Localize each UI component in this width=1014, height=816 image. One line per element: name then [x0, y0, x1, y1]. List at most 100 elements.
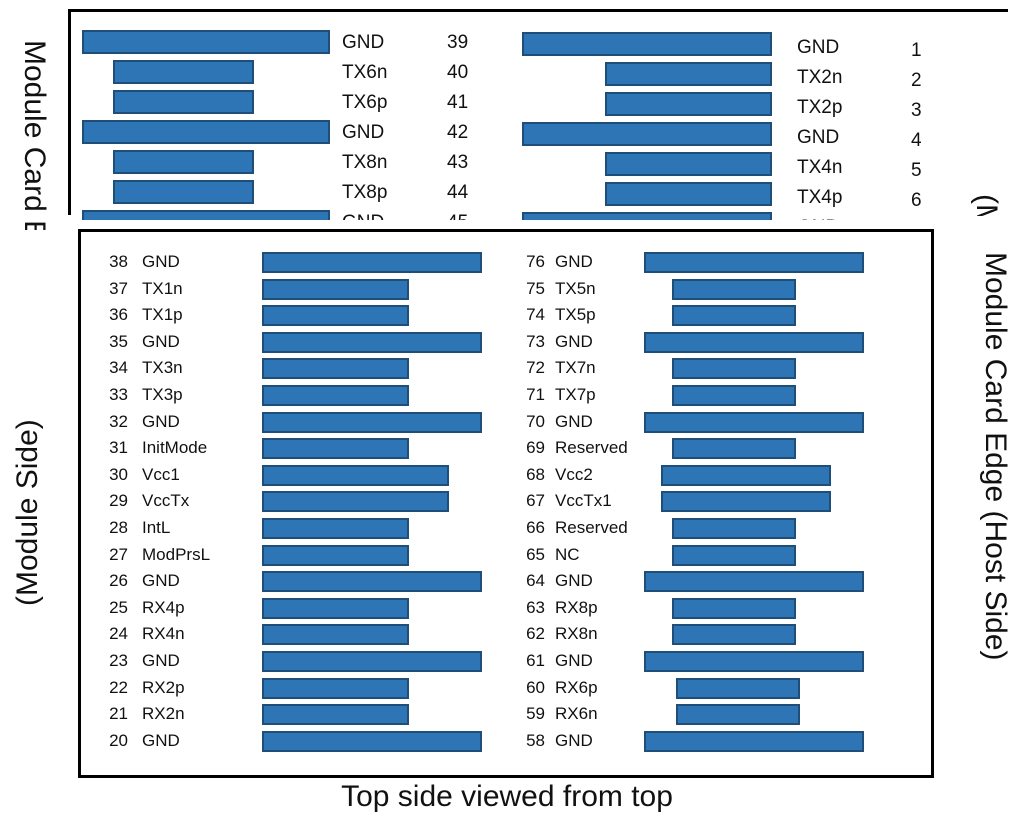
pad [262, 252, 482, 273]
pin-number-label: 75 [526, 278, 545, 298]
pad [676, 677, 800, 699]
pin-signal-label: GND [797, 217, 839, 220]
pin-signal-label: RX8p [555, 597, 598, 617]
back-card-right-title: (Module Side) [966, 194, 1006, 216]
pad [644, 730, 864, 752]
pin-number-label: 61 [526, 651, 545, 670]
pin-signal-label: GND [342, 32, 385, 53]
pin-signal-label: RX4n [142, 624, 185, 644]
pad [522, 212, 772, 220]
pin-signal-label: Reserved [555, 518, 628, 537]
pin-number-label: 62 [526, 624, 545, 644]
pad [522, 122, 772, 146]
pin-signal-label: GND [797, 127, 840, 148]
pin-number-label: 41 [447, 92, 469, 113]
pad [522, 32, 772, 56]
pad [661, 491, 831, 513]
pin-number-label: 67 [526, 491, 545, 511]
pin-number-label: 36 [109, 305, 128, 325]
pin-signal-label: VccTx [142, 491, 190, 511]
pad [113, 60, 254, 84]
pin-signal-label: GND [142, 252, 180, 271]
pin-signal-label: RX2n [142, 704, 185, 724]
pad [262, 331, 482, 353]
pad [605, 92, 772, 116]
pin-number-label: 6 [911, 190, 922, 211]
pad [262, 385, 409, 406]
pad [82, 120, 330, 144]
pad [644, 411, 864, 433]
pad [82, 30, 330, 54]
pad [262, 491, 449, 513]
pin-number-label: 58 [526, 730, 545, 750]
pin-signal-label: GND [555, 651, 593, 670]
pad [262, 597, 409, 619]
pin-signal-label: GND [555, 411, 593, 431]
pad [262, 464, 449, 486]
pin-number-label: 63 [526, 597, 545, 617]
pad [82, 210, 330, 220]
pad [262, 358, 409, 380]
pad [262, 278, 409, 300]
pin-number-label: 37 [109, 278, 128, 298]
pin-signal-label: TX1p [142, 305, 183, 325]
pin-number-label: 72 [526, 358, 545, 378]
pin-number-label: 44 [447, 182, 469, 203]
pin-number-label: 42 [447, 122, 469, 143]
pin-number-label: 27 [109, 544, 128, 564]
pin-signal-label: IntL [142, 518, 171, 537]
pin-number-label: 34 [109, 358, 128, 378]
caption: Top side viewed from top [341, 780, 673, 813]
pad [644, 571, 864, 593]
pad [262, 651, 482, 672]
pin-signal-label: TX5n [555, 278, 596, 298]
back-card-left-title: Module Card Edge (Host Side) [14, 40, 54, 230]
pad [113, 90, 254, 114]
pad [672, 438, 796, 460]
pin-number-label: 71 [526, 385, 545, 404]
pin-number-label: 30 [109, 464, 128, 484]
pin-number-label: 38 [109, 252, 128, 271]
pin-number-label: 45 [447, 212, 468, 220]
pad [672, 358, 796, 380]
pad [644, 252, 864, 273]
pin-number-label: 59 [526, 704, 545, 724]
pin-signal-label: GND [797, 37, 840, 58]
pad [672, 597, 796, 619]
pin-number-label: 31 [109, 438, 128, 458]
pin-number-label: 64 [526, 571, 545, 591]
pad [262, 438, 409, 460]
pin-signal-label: TX6p [342, 92, 388, 113]
pin-signal-label: TX7n [555, 358, 596, 378]
pin-signal-label: TX6n [342, 62, 388, 83]
pin-number-label: 1 [911, 40, 922, 61]
back-card-rows: GND39TX6n40TX6p41GND42TX8n43TX8p44GND45G… [0, 0, 1014, 220]
pad [644, 331, 864, 353]
pin-number-label: 69 [526, 438, 545, 458]
pin-number-label: 3 [911, 100, 922, 121]
pin-signal-label: GND [342, 212, 384, 220]
front-card-left-title: (Module Side) [11, 419, 44, 606]
pad [672, 385, 796, 406]
pin-signal-label: GND [555, 252, 593, 271]
pin-number-label: 25 [109, 597, 128, 617]
front-card-right-title: Module Card Edge (Host Side) [979, 252, 1012, 661]
pin-signal-label: GND [555, 730, 593, 750]
pad [672, 624, 796, 646]
pin-number-label: 40 [447, 62, 469, 83]
pin-number-label: 68 [526, 464, 545, 484]
pad [262, 677, 409, 699]
pin-number-label: 43 [447, 152, 469, 173]
pin-signal-label: GND [142, 331, 180, 351]
pad [262, 305, 409, 327]
pin-signal-label: RX6n [555, 704, 598, 724]
pin-number-label: 65 [526, 544, 545, 564]
pin-signal-label: Vcc2 [555, 464, 593, 484]
pin-number-label: 23 [109, 651, 128, 670]
pin-signal-label: Vcc1 [142, 464, 180, 484]
pin-signal-label: RX2p [142, 677, 185, 697]
pin-signal-label: InitMode [142, 438, 208, 458]
pad [113, 180, 254, 204]
pin-number-label: 20 [109, 730, 128, 750]
pad [672, 544, 796, 566]
